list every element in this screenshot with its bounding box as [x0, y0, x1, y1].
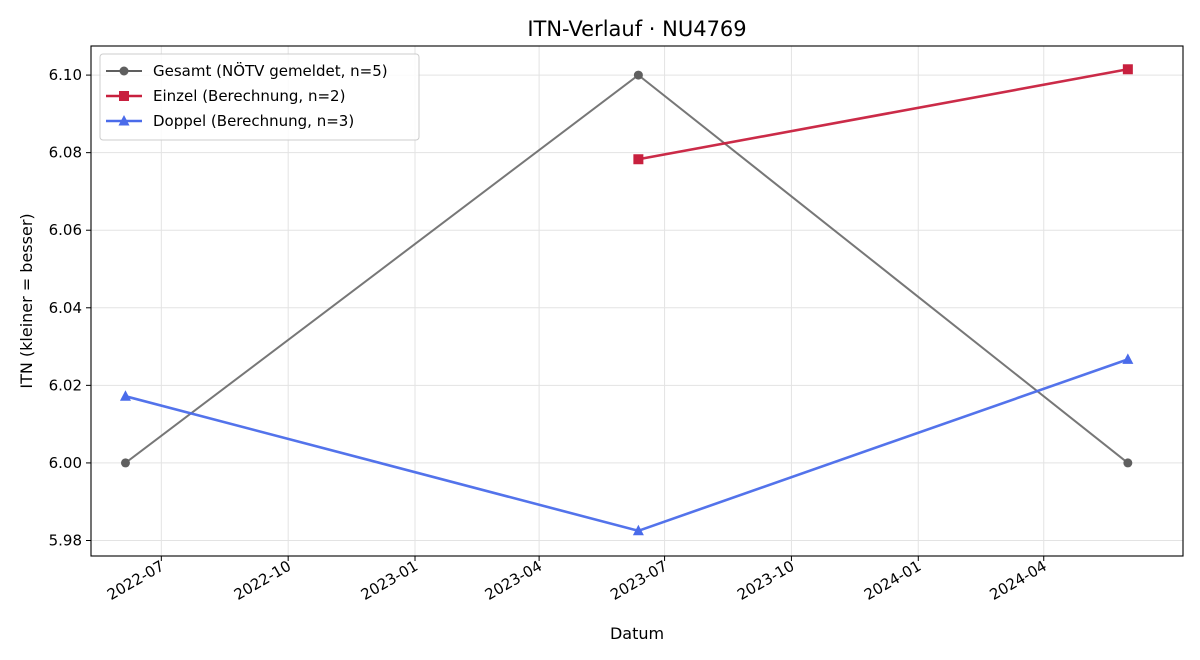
- legend-label: Doppel (Berechnung, n=3): [153, 112, 354, 130]
- data-point: [119, 390, 131, 401]
- y-axis-label: ITN (kleiner = besser): [17, 213, 36, 388]
- data-point: [1122, 353, 1134, 364]
- y-axis: 5.98 6.00 6.02 6.04 6.06 6.08 6.10: [49, 66, 91, 549]
- x-tick-label: 2024-01: [861, 557, 924, 604]
- legend-label: Gesamt (NÖTV gemeldet, n=5): [153, 61, 388, 80]
- y-tick-label: 6.04: [49, 299, 82, 317]
- legend-box: [99, 53, 420, 141]
- chart-title: ITN-Verlauf · NU4769: [527, 17, 746, 41]
- x-tick-label: 2023-04: [482, 557, 545, 604]
- legend: Gesamt (NÖTV gemeldet, n=5) Einzel (Berec…: [99, 53, 420, 141]
- x-tick-label: 2023-10: [734, 557, 797, 604]
- grid: [91, 46, 1183, 556]
- y-tick-label: 6.00: [49, 454, 82, 472]
- data-point: [633, 154, 644, 165]
- x-axis-label: Datum: [610, 624, 664, 643]
- data-point: [633, 70, 643, 80]
- x-tick-label: 2023-07: [607, 557, 670, 604]
- data-point: [632, 524, 644, 536]
- x-tick-label: 2022-07: [104, 557, 167, 604]
- data-point: [1123, 458, 1133, 468]
- series-square: [633, 64, 1133, 165]
- x-tick-label: 2022-10: [231, 557, 294, 604]
- legend-marker: [118, 115, 130, 126]
- y-tick-label: 5.98: [49, 531, 82, 549]
- legend-marker: [119, 66, 129, 76]
- plot-frame: [90, 45, 1184, 557]
- series-line: [638, 67, 1129, 161]
- x-tick-label: 2024-04: [986, 557, 1049, 604]
- y-tick-label: 6.10: [49, 66, 82, 84]
- series-triangle: [119, 353, 1134, 536]
- data-point: [120, 458, 130, 468]
- series-layer: [119, 64, 1134, 536]
- y-tick-label: 6.08: [49, 144, 82, 162]
- series-circle: [120, 70, 1133, 468]
- legend-marker: [119, 91, 129, 101]
- y-tick-label: 6.06: [49, 221, 82, 239]
- data-point: [1122, 64, 1133, 75]
- y-tick-label: 6.02: [49, 376, 82, 394]
- legend-label: Einzel (Berechnung, n=2): [153, 87, 345, 105]
- x-axis: 2022-07 2022-10 2023-01 2023-04 2023-07 2023-…: [104, 556, 1050, 604]
- x-tick-label: 2023-01: [358, 557, 421, 604]
